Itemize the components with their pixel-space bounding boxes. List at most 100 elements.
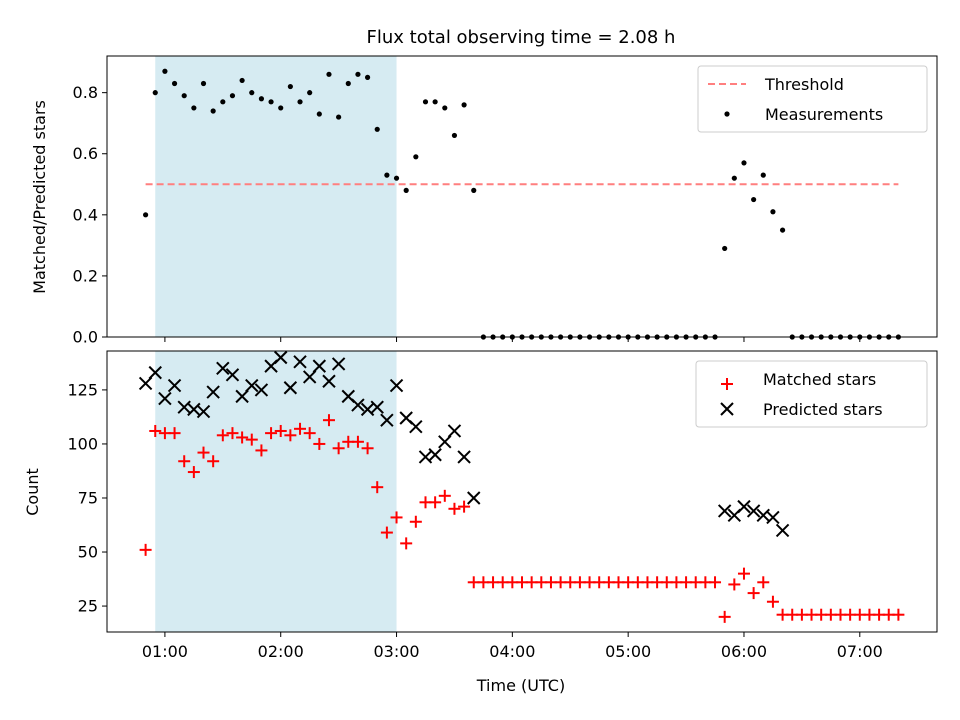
top-subplot: Flux total observing time = 2.08 h 0.00.… [30,27,938,347]
predicted-star-marker [293,355,307,369]
bottom-y-axis-label: Count [23,468,42,516]
bottom-shaded-span [155,351,397,632]
top-y-tick-label: 0.4 [73,205,98,224]
measurement-point [393,175,400,181]
measurement-point [200,80,207,87]
matched-star-marker [409,515,422,528]
matched-star-marker [255,444,268,457]
matched-star-marker [322,414,335,427]
legend-measurements-swatch [724,111,730,117]
top-y-axis-label: Matched/Predicted stars [30,100,49,294]
bottom-y-tick-label: 100 [67,434,98,453]
measurement-point [461,102,467,108]
measurement-point [422,99,429,105]
predicted-star-marker [245,378,259,393]
matched-star-marker [332,442,345,455]
x-tick-label: 07:00 [837,642,883,661]
legend-measurements-label: Measurements [765,105,883,124]
legend-predicted-label: Predicted stars [763,400,883,419]
predicted-star-marker [225,368,240,382]
measurement-point [220,99,226,105]
measurement-point [751,196,757,203]
measurement-point [403,187,409,193]
bottom-legend-box [695,360,928,428]
predicted-star-marker [351,398,365,412]
bottom-subplot: 25 50 75 100 125 01:00 02:00 03:00 04:00 05:00 06… [23,350,938,695]
predicted-star-marker [274,350,288,365]
predicted-star-marker [331,357,346,371]
matched-star-marker [400,537,413,550]
x-tick-label: 04:00 [489,642,535,661]
matched-star-marker [709,576,722,589]
measurement-point [364,74,371,80]
legend-matched-label: Matched stars [763,370,876,389]
observing-window-span [155,56,397,337]
bottom-y-axis: 25 50 75 100 125 [67,380,107,616]
matched-star-marker [187,466,200,479]
matched-star-marker [390,511,403,524]
matched-star-marker [458,500,471,513]
matched-star-marker [448,502,461,515]
measurement-point [258,96,265,102]
legend-predicted-swatch [720,402,734,416]
x-tick-label: 03:00 [373,642,419,661]
measurement-point [384,172,390,178]
matched-star-marker [294,422,307,435]
matched-star-marker [207,455,220,468]
matched-star-marker [757,576,770,589]
predicted-star-marker [438,435,452,449]
matched-star-marker [197,446,210,459]
measurement-point [162,68,168,74]
predicted-star-marker [428,448,442,462]
x-tick-label: 02:00 [258,642,304,661]
matched-star-marker [718,610,731,623]
top-axes-frame [106,55,938,338]
top-x-ticks [164,337,861,342]
measurement-point [731,175,737,181]
measurement-point [760,172,766,178]
top-legend-box [697,65,928,133]
matched-star-marker [178,455,191,468]
matched-star-marker [371,481,384,494]
matched-star-marker [438,489,451,502]
x-tick-label: 05:00 [605,642,651,661]
predicted-star-marker [283,381,298,395]
bottom-axes-frame [106,350,938,633]
predicted-star-marker [216,361,230,375]
matched-star-marker [236,431,249,444]
predicted-star-marker [467,491,481,505]
predicted-star-marker [447,424,462,438]
measurement-point [287,83,293,90]
x-axis-label: Time (UTC) [476,676,565,695]
bottom-x-axis: 01:00 02:00 03:00 04:00 05:00 06:00 07:00 [142,632,883,661]
matched-star-marker [274,424,287,437]
measurement-point [316,111,322,117]
predicted-star-marker [254,383,269,397]
x-tick-label: 01:00 [142,642,188,661]
predicted-star-marker [312,359,327,373]
bottom-y-tick-label: 75 [78,488,98,507]
matched-star-marker [245,433,258,446]
matched-star-marker [139,543,152,556]
matched-star-marker [303,427,316,440]
matched-star-marker [429,496,442,509]
bottom-legend: Matched stars Predicted stars [695,360,928,428]
measurement-point [779,227,786,233]
matched-star-marker [351,435,364,448]
matched-star-marker [747,587,760,600]
measurement-point [191,105,197,111]
measurement-point [210,108,216,114]
measurement-point [152,90,158,96]
measurement-point [432,99,438,105]
measurement-point [374,126,380,132]
predicted-star-marker [302,370,317,384]
matched-star-marker [149,424,162,437]
predicted-star-marker [746,504,761,518]
predicted-star-marker [389,378,404,393]
predicted-star-marker [370,400,384,414]
predicted-star-marker [167,378,182,393]
measurement-point [336,114,342,120]
measurement-point [722,245,728,252]
predicted-star-marker [138,376,153,391]
